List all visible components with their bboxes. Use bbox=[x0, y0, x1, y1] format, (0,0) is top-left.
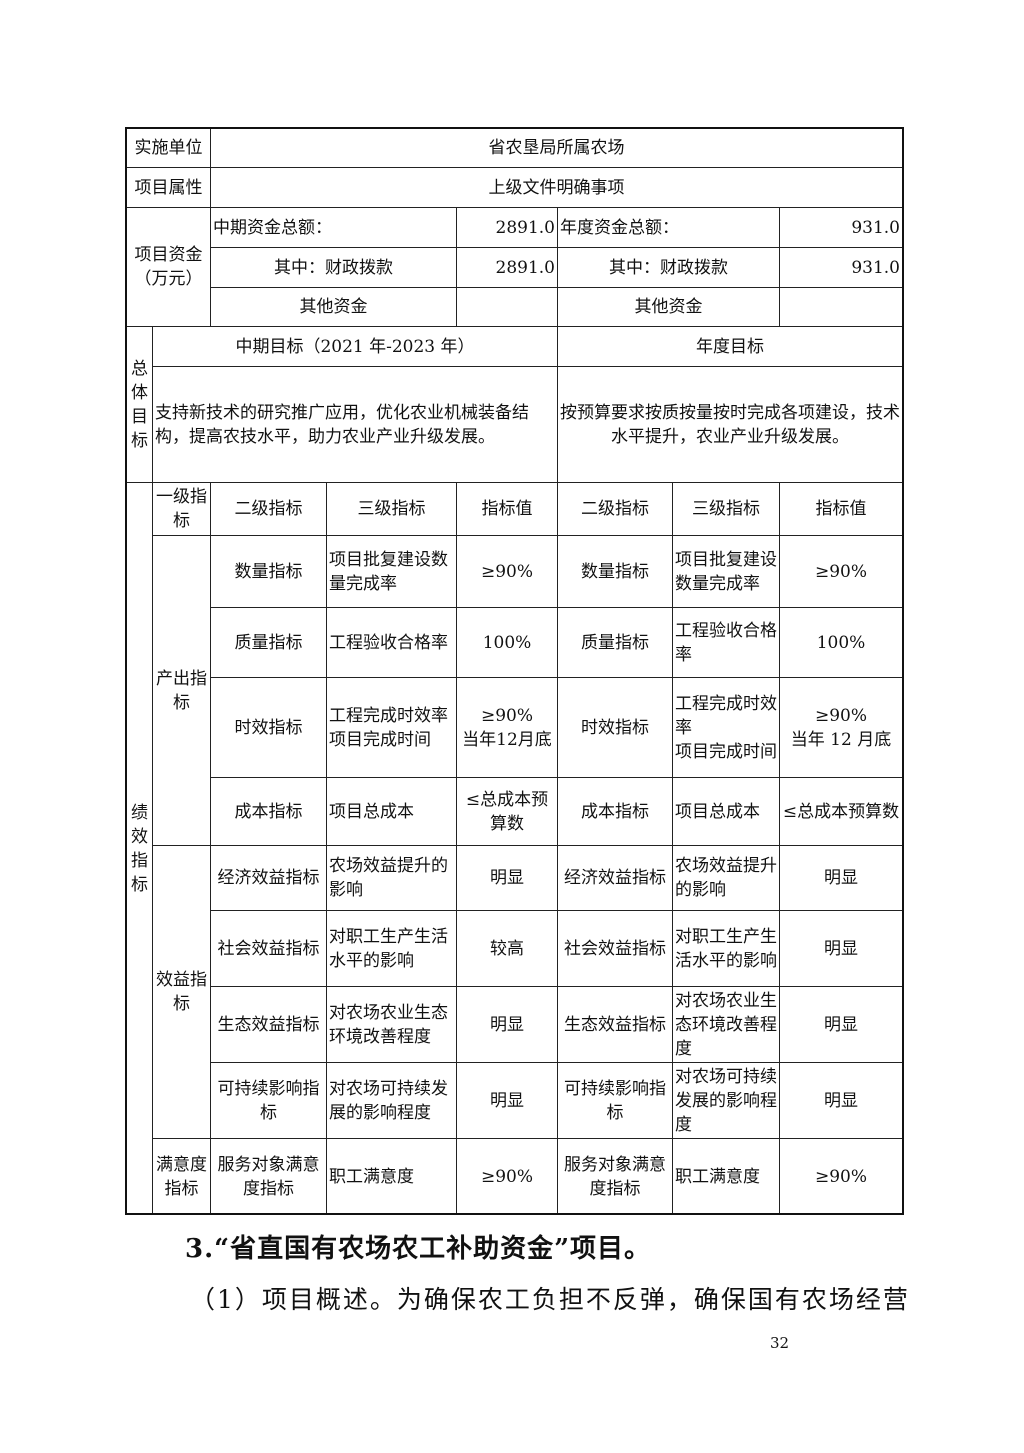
indicator-l2: 数量指标 bbox=[210, 535, 327, 608]
indicator-vy: ≥90% bbox=[779, 535, 903, 608]
funds-label: 项目资金 （万元） bbox=[126, 207, 211, 327]
indicator-l3: 对农场农业生态环境改善程度 bbox=[326, 986, 457, 1063]
indicator-l3y: 工程验收合格率 bbox=[672, 607, 780, 678]
indicator-vy: 明显 bbox=[779, 986, 903, 1063]
page-number: 32 bbox=[770, 1334, 790, 1352]
year-goal-title: 年度目标 bbox=[557, 326, 903, 367]
year-fiscal-value: 931.0 bbox=[779, 247, 903, 288]
column-header: 指标值 bbox=[779, 482, 903, 536]
indicator-v: 明显 bbox=[456, 845, 558, 911]
indicator-l3y: 职工满意度 bbox=[672, 1138, 780, 1215]
year-other-value bbox=[779, 287, 903, 327]
indicator-v: ≥90% bbox=[456, 535, 558, 608]
year-fiscal-label: 其中：财政拨款 bbox=[557, 247, 780, 288]
indicator-l3: 项目批复建设数量完成率 bbox=[326, 535, 457, 608]
indicator-l2y: 经济效益指标 bbox=[557, 845, 673, 911]
indicator-l2y: 生态效益指标 bbox=[557, 986, 673, 1063]
unit-value: 省农垦局所属农场 bbox=[210, 128, 903, 168]
indicator-l3: 对农场可持续发展的影响程度 bbox=[326, 1062, 457, 1139]
indicator-l3y: 项目批复建设数量完成率 bbox=[672, 535, 780, 608]
year-total-value: 931.0 bbox=[779, 207, 903, 248]
indicator-vy: 100% bbox=[779, 607, 903, 678]
mid-total-value: 2891.0 bbox=[456, 207, 558, 248]
indicator-v: ≥90% bbox=[456, 1138, 558, 1215]
indicator-l2: 服务对象满意度指标 bbox=[210, 1138, 327, 1215]
indicator-l3: 对职工生产生活水平的影响 bbox=[326, 910, 457, 987]
indicator-l3y: 农场效益提升的影响 bbox=[672, 845, 780, 911]
indicator-l2: 经济效益指标 bbox=[210, 845, 327, 911]
mid-goal-title: 中期目标（2021 年-2023 年） bbox=[152, 326, 558, 367]
indicator-l2: 可持续影响指标 bbox=[210, 1062, 327, 1139]
mid-total-label: 中期资金总额： bbox=[210, 207, 457, 248]
group-output: 产出指标 bbox=[152, 535, 211, 846]
indicator-l2y: 质量指标 bbox=[557, 607, 673, 678]
indicator-l3y: 工程完成时效率 项目完成时间 bbox=[672, 677, 780, 778]
indicator-l2y: 成本指标 bbox=[557, 777, 673, 846]
attr-label: 项目属性 bbox=[126, 167, 211, 208]
column-header: 二级指标 bbox=[557, 482, 673, 536]
indicator-v: 明显 bbox=[456, 986, 558, 1063]
attr-value: 上级文件明确事项 bbox=[210, 167, 903, 208]
indicator-l3: 工程完成时效率 项目完成时间 bbox=[326, 677, 457, 778]
indicator-v: 100% bbox=[456, 607, 558, 678]
mid-other-value bbox=[456, 287, 558, 327]
indicator-v: 较高 bbox=[456, 910, 558, 987]
perf-side-label: 绩效指标 bbox=[126, 482, 153, 1215]
indicator-l3y: 对职工生产生活水平的影响 bbox=[672, 910, 780, 987]
indicator-l3: 职工满意度 bbox=[326, 1138, 457, 1215]
indicator-l3: 项目总成本 bbox=[326, 777, 457, 846]
column-header: 指标值 bbox=[456, 482, 558, 536]
mid-other-label: 其他资金 bbox=[210, 287, 457, 327]
indicator-vy: 明显 bbox=[779, 845, 903, 911]
indicator-l2: 社会效益指标 bbox=[210, 910, 327, 987]
group-satisfaction: 满意度指标 bbox=[152, 1138, 211, 1215]
mid-fiscal-label: 其中：财政拨款 bbox=[210, 247, 457, 288]
indicator-l2y: 时效指标 bbox=[557, 677, 673, 778]
indicator-l2: 质量指标 bbox=[210, 607, 327, 678]
indicator-l3y: 对农场可持续发展的影响程度 bbox=[672, 1062, 780, 1139]
year-total-label: 年度资金总额： bbox=[557, 207, 780, 248]
column-header: 三级指标 bbox=[326, 482, 457, 536]
indicator-l3: 农场效益提升的影响 bbox=[326, 845, 457, 911]
indicator-l3y: 对农场农业生态环境改善程度 bbox=[672, 986, 780, 1063]
goals-side-label: 总体目标 bbox=[126, 326, 153, 483]
indicator-l2y: 社会效益指标 bbox=[557, 910, 673, 987]
indicator-vy: 明显 bbox=[779, 910, 903, 987]
column-header: 三级指标 bbox=[672, 482, 780, 536]
indicator-v: 明显 bbox=[456, 1062, 558, 1139]
indicator-l2y: 服务对象满意度指标 bbox=[557, 1138, 673, 1215]
indicator-v: ≤总成本预算数 bbox=[456, 777, 558, 846]
indicator-l2y: 数量指标 bbox=[557, 535, 673, 608]
column-header: 二级指标 bbox=[210, 482, 327, 536]
indicator-v: ≥90% 当年12月底 bbox=[456, 677, 558, 778]
group-benefit: 效益指标 bbox=[152, 845, 211, 1139]
indicator-vy: ≤总成本预算数 bbox=[779, 777, 903, 846]
indicator-vy: ≥90% bbox=[779, 1138, 903, 1215]
indicator-l2: 成本指标 bbox=[210, 777, 327, 846]
unit-label: 实施单位 bbox=[126, 128, 211, 168]
mid-goal-text: 支持新技术的研究推广应用，优化农业机械装备结构，提高农技水平，助力农业产业升级发… bbox=[152, 366, 558, 483]
mid-fiscal-value: 2891.0 bbox=[456, 247, 558, 288]
indicator-l3: 工程验收合格率 bbox=[326, 607, 457, 678]
year-other-label: 其他资金 bbox=[557, 287, 780, 327]
body-paragraph: （1）项目概述。为确保农工负担不反弹，确保国有农场经营 bbox=[190, 1285, 910, 1314]
section-heading: 3.“省直国有农场农工补助资金”项目。 bbox=[185, 1234, 652, 1264]
indicator-l2: 生态效益指标 bbox=[210, 986, 327, 1063]
indicator-l2: 时效指标 bbox=[210, 677, 327, 778]
year-goal-text: 按预算要求按质按量按时完成各项建设，技术水平提升，农业产业升级发展。 bbox=[557, 366, 903, 483]
indicator-l2y: 可持续影响指标 bbox=[557, 1062, 673, 1139]
indicator-vy: ≥90% 当年 12 月底 bbox=[779, 677, 903, 778]
indicator-vy: 明显 bbox=[779, 1062, 903, 1139]
indicator-l3y: 项目总成本 bbox=[672, 777, 780, 846]
column-header: 一级指标 bbox=[152, 482, 211, 536]
